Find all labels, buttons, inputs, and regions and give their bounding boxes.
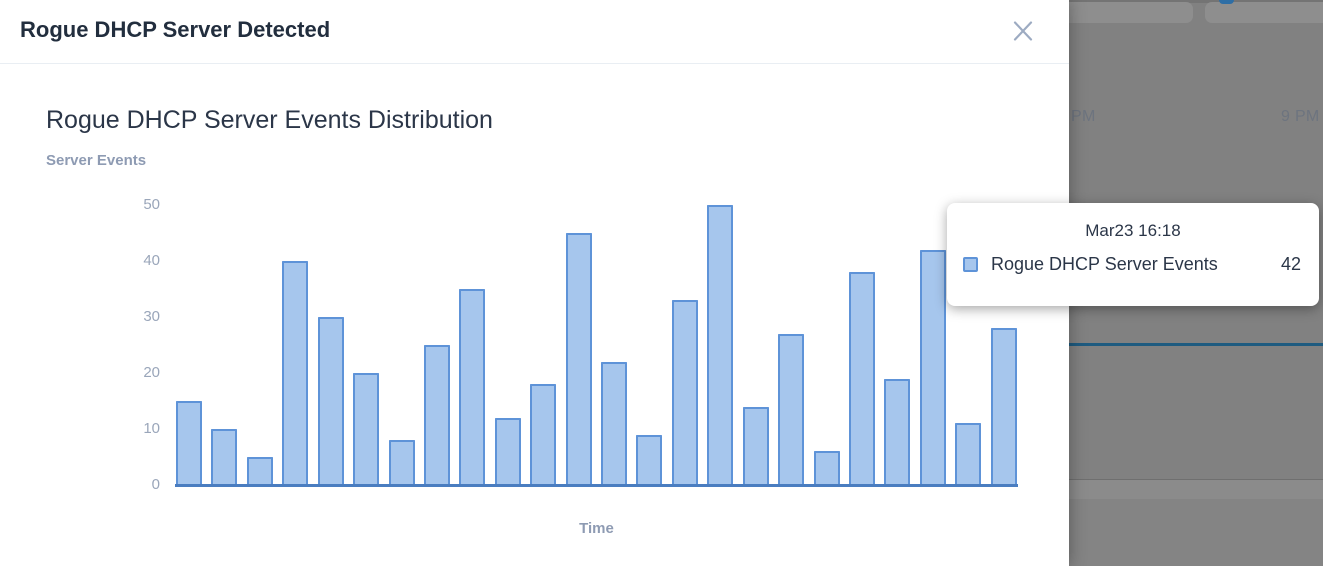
bar[interactable] — [317, 317, 344, 485]
background-band — [1069, 480, 1323, 499]
x-axis-title: Time — [579, 520, 614, 537]
bar[interactable] — [707, 205, 734, 485]
background-threshold-line — [1069, 343, 1323, 346]
background-time-label: PM — [1071, 108, 1096, 125]
bar[interactable] — [353, 373, 380, 485]
bar[interactable] — [955, 423, 982, 485]
bar[interactable] — [388, 440, 415, 485]
bar[interactable] — [494, 418, 521, 485]
bar-plot — [176, 195, 1017, 485]
background-card — [1205, 2, 1323, 23]
series-swatch-icon — [963, 257, 978, 272]
y-tick-label: 10 — [143, 420, 160, 437]
bar[interactable] — [990, 328, 1017, 485]
bar[interactable] — [459, 289, 486, 485]
bar[interactable] — [671, 300, 698, 485]
background-chart-fragment — [1219, 0, 1234, 4]
modal-title: Rogue DHCP Server Detected — [20, 17, 331, 42]
bar[interactable] — [919, 250, 946, 485]
y-tick-label: 20 — [143, 364, 160, 381]
tooltip-title: Mar23 16:18 — [1085, 221, 1181, 240]
bar[interactable] — [176, 401, 202, 485]
bar[interactable] — [565, 233, 592, 485]
y-tick-label: 0 — [151, 476, 160, 493]
bar[interactable] — [778, 334, 805, 485]
background-top-strip — [1069, 0, 1323, 3]
bar[interactable] — [246, 457, 273, 485]
tooltip-series-label: Rogue DHCP Server Events — [991, 254, 1218, 274]
background-time-label: 9 PM — [1281, 108, 1320, 125]
background-divider — [1069, 479, 1323, 480]
bar[interactable] — [211, 429, 238, 485]
rogue-dhcp-modal: Rogue DHCP Server Detected Rogue DHCP Se… — [0, 0, 1069, 566]
background-bottom-band — [1069, 499, 1323, 566]
bar[interactable] — [742, 407, 769, 485]
bar[interactable] — [884, 379, 911, 485]
bar[interactable] — [530, 384, 557, 485]
background-card — [1050, 2, 1193, 23]
y-axis-title: Server Events — [46, 152, 147, 169]
bar[interactable] — [849, 272, 876, 485]
bar[interactable] — [282, 261, 309, 485]
bar[interactable] — [601, 362, 628, 485]
chart-title: Rogue DHCP Server Events Distribution — [46, 106, 493, 134]
y-tick-label: 50 — [143, 196, 160, 213]
bar[interactable] — [636, 435, 663, 485]
chart-tooltip: Mar23 16:18 Rogue DHCP Server Events 42 — [947, 203, 1319, 306]
y-axis-ticks: 0 10 20 30 40 50 — [0, 195, 160, 493]
y-tick-label: 30 — [143, 308, 160, 325]
bar[interactable] — [813, 451, 840, 485]
close-icon — [1013, 21, 1033, 41]
close-button[interactable] — [1009, 17, 1037, 45]
tooltip-value: 42 — [1280, 254, 1301, 274]
x-axis-line — [175, 484, 1018, 487]
bar[interactable] — [423, 345, 450, 485]
tooltip-row: Rogue DHCP Server Events 42 — [947, 254, 1319, 275]
modal-header: Rogue DHCP Server Detected — [0, 0, 1069, 64]
y-tick-label: 40 — [143, 252, 160, 269]
